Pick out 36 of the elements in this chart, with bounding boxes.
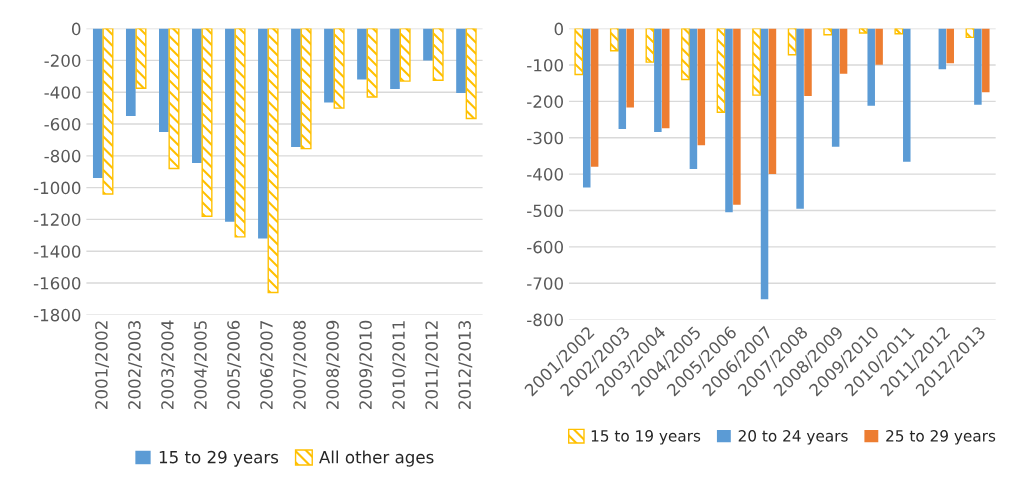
y-tick-label: -800 — [44, 149, 81, 163]
x-tick-label: 2006/2007 — [260, 321, 275, 409]
y-tick-label: -1800 — [33, 308, 81, 322]
x-tick-label: 2012/2013 — [458, 321, 473, 409]
x-tick-label: 2011/2012 — [425, 321, 440, 409]
x-tick-label: 2007/2008 — [293, 320, 308, 409]
y-tick-label: -800 — [527, 313, 563, 327]
y-tick-label: -1200 — [33, 213, 81, 226]
y-tick-label: -400 — [44, 86, 81, 99]
x-tick-label: 2005/2006 — [227, 320, 242, 409]
x-tick-label: 2008/2009 — [326, 320, 341, 409]
legend-label: 15 to 29 years — [159, 450, 279, 467]
y-tick-label: -200 — [527, 95, 563, 108]
y-tick-label: -700 — [527, 277, 563, 290]
x-tick-label: 2010/2011 — [392, 321, 407, 409]
y-tick-label: -100 — [527, 58, 563, 72]
y-tick-label: -1000 — [33, 181, 81, 195]
x-tick-label: 2003/2004 — [161, 320, 176, 409]
legend-label: 15 to 19 years — [591, 430, 701, 445]
y-tick-label: -500 — [527, 204, 563, 218]
y-tick-label: -1600 — [33, 276, 81, 290]
y-tick-label: -600 — [44, 117, 81, 131]
x-tick-label: 2002/2003 — [128, 321, 143, 409]
y-tick-label: -600 — [527, 240, 563, 254]
x-tick-label: 2009/2010 — [359, 320, 374, 409]
y-tick-label: -400 — [527, 168, 563, 181]
legend-label: 20 to 24 years — [738, 430, 848, 445]
y-tick-label: 0 — [71, 22, 81, 36]
y-tick-label: 0 — [554, 22, 563, 36]
x-tick-label: 2004/2005 — [194, 321, 209, 409]
legend-label: All other ages — [319, 450, 434, 467]
y-tick-label: -200 — [44, 54, 81, 67]
x-tick-label: 2001/2002 — [95, 321, 110, 409]
legend-label: 25 to 29 years — [886, 430, 996, 445]
y-tick-label: -300 — [527, 131, 563, 145]
y-tick-label: -1400 — [33, 245, 81, 258]
